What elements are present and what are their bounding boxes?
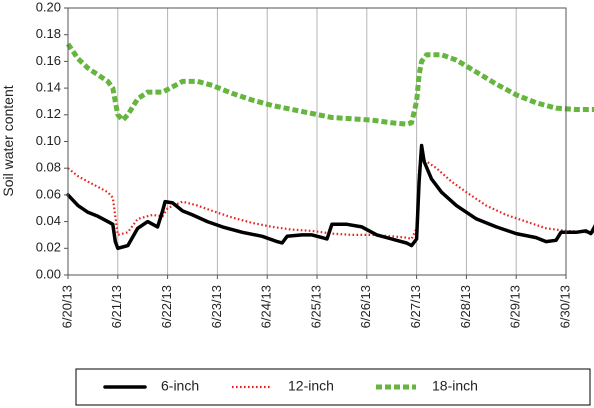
y-tick-label: 0.00 [36,266,61,281]
series-line-18-inch [65,42,594,127]
series-line-12-inch [67,157,594,241]
x-tick-label: 6/24/13 [259,285,274,328]
x-tick-label: 6/20/13 [59,285,74,328]
x-tick-label: 6/26/13 [358,285,373,328]
y-tick-label: 0.08 [36,160,61,175]
x-tick-label: 6/21/13 [109,285,124,328]
legend-label-6-inch: 6-inch [161,378,199,394]
gridlines [117,8,517,275]
y-tick-label: 0.06 [36,186,61,201]
y-axis-ticks: 0.00 0.02 0.04 0.06 0.08 0.10 0.12 0.14 0.16 0.18… [36,0,68,281]
y-tick-label: 0.12 [36,106,61,121]
y-tick-label: 0.10 [36,133,61,148]
x-tick-label: 6/29/13 [508,285,523,328]
x-tick-label: 6/30/13 [557,285,572,328]
y-tick-label: 0.18 [36,26,61,41]
series-lines [65,42,594,251]
x-tick-label: 6/27/13 [408,285,423,328]
x-tick-label: 6/28/13 [458,285,473,328]
legend: 6-inch 12-inch 18-inch [75,368,591,406]
y-tick-label: 0.20 [36,0,61,14]
y-tick-label: 0.02 [36,240,61,255]
y-tick-label: 0.14 [36,80,61,95]
series-line-6-inch [66,143,594,251]
y-axis-title: Soil water content [0,85,16,196]
legend-label-12-inch: 12-inch [288,378,334,394]
legend-box [75,368,591,406]
x-tick-label: 6/25/13 [308,285,323,328]
x-tick-label: 6/23/13 [209,285,224,328]
x-axis-ticks: 6/20/13 6/21/13 6/22/13 6/23/13 6/24/13 6/25/… [59,275,572,328]
x-tick-label: 6/22/13 [159,285,174,328]
y-tick-label: 0.04 [36,213,61,228]
y-tick-label: 0.16 [36,53,61,68]
legend-label-18-inch: 18-inch [432,378,478,394]
